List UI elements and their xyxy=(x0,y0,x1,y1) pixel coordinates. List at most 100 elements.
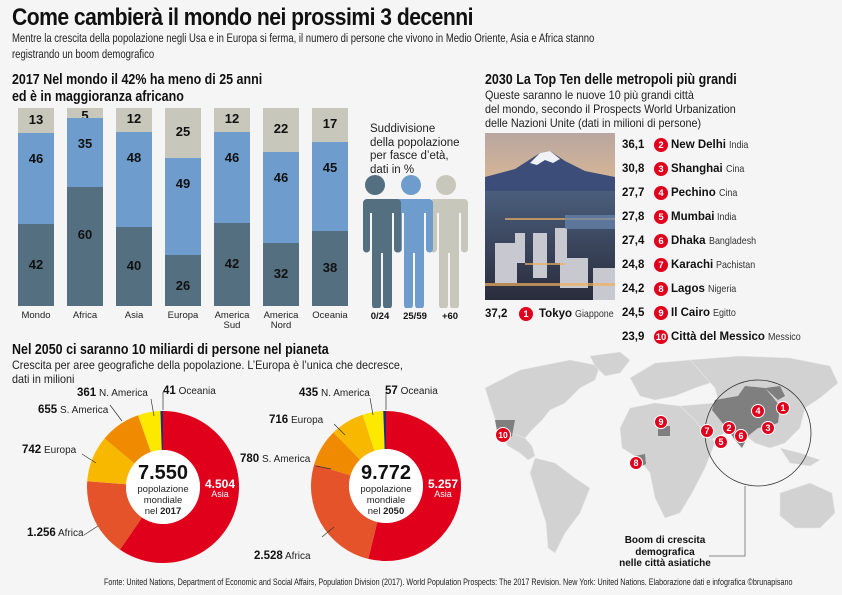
map-marker-2: 2 xyxy=(722,421,736,435)
city-name: Pechino xyxy=(671,187,716,199)
bar-asia: 12 48 40 xyxy=(116,108,152,306)
segment-mid: 46 xyxy=(18,133,54,224)
city-country: Cina xyxy=(718,187,738,199)
caption-line: demografica xyxy=(635,546,695,558)
label-2050-s-america: 780 S. America xyxy=(240,453,311,465)
bar-america-nord: 22 46 32 xyxy=(263,108,299,306)
rank-badge: 5 xyxy=(654,210,668,224)
map-marker-8: 8 xyxy=(629,456,643,470)
city-country: Egitto xyxy=(712,307,736,319)
segment-value: 45 xyxy=(322,159,338,175)
city-name: Lagos xyxy=(671,283,705,295)
rank-badge: 7 xyxy=(654,258,668,272)
segment-value: 12 xyxy=(224,110,240,126)
segment-young: 42 xyxy=(18,223,54,306)
city-country: India xyxy=(728,139,749,151)
bar-label: Oceania xyxy=(312,310,348,321)
rank-badge: 10 xyxy=(654,330,668,344)
city-value: 24,8 xyxy=(622,259,645,271)
city-country: Messico xyxy=(767,331,801,343)
population-section-title: Nel 2050 ci saranno 10 miliardi di perso… xyxy=(12,342,329,358)
segment-old: 17 xyxy=(312,108,348,142)
city-name: Karachi xyxy=(671,259,714,271)
segment-old: 25 xyxy=(165,108,201,158)
map-marker-1: 1 xyxy=(776,401,790,415)
segment-young: 32 xyxy=(263,242,299,306)
segment-value: 42 xyxy=(224,256,240,272)
map-caption: Boom di crescita demografica nelle città… xyxy=(600,535,730,570)
label-2050-n-america: 435 N. America xyxy=(299,387,370,399)
rank-badge: 2 xyxy=(654,138,668,152)
legend-line: per fasce d’età, xyxy=(370,150,449,162)
donut-2050-total: 9.772 xyxy=(360,462,412,484)
city-name: Shanghai xyxy=(671,163,723,175)
city-name: Città del Messico xyxy=(671,331,765,343)
segment-value: 60 xyxy=(77,227,93,243)
city-country: Cina xyxy=(725,163,745,175)
world-map xyxy=(484,351,839,557)
segment-old: 12 xyxy=(214,108,250,132)
segment-mid: 49 xyxy=(165,157,201,255)
city-row: 27,4 6 Dhaka Bangladesh xyxy=(622,233,764,249)
segment-value: 49 xyxy=(175,175,191,191)
city-country: Giappone xyxy=(575,308,614,320)
city-value: 37,2 xyxy=(485,308,508,320)
people-figures-icon xyxy=(361,175,468,308)
donut-2050-caption: popolazione mondiale nel 2050 xyxy=(360,484,412,517)
city-row: 24,5 9 Il Cairo Egitto xyxy=(622,305,740,321)
caption-line: Boom di crescita xyxy=(624,535,706,546)
segment-value: 35 xyxy=(77,135,93,151)
cities-section-title: 2030 La Top Ten delle metropoli più gran… xyxy=(485,72,737,88)
slice-europa xyxy=(87,438,135,485)
age-legend-text: Suddivisione della popolazione per fasce… xyxy=(370,123,460,177)
legend-label-young: 0/24 xyxy=(370,311,390,322)
desc-line: delle Nazioni Unite (dati in milioni di … xyxy=(485,116,702,130)
slice-europa xyxy=(333,414,375,460)
city-value: 27,4 xyxy=(622,235,645,247)
city-value: 30,8 xyxy=(622,163,645,175)
city-value: 36,1 xyxy=(622,139,645,151)
segment-young: 40 xyxy=(116,226,152,306)
city-row: 23,9 10 Città del Messico Messico xyxy=(622,329,806,345)
segment-old: 13 xyxy=(18,108,54,134)
rank-badge: 1 xyxy=(519,307,533,321)
city-value: 24,2 xyxy=(622,283,645,295)
bar-europa: 25 49 26 xyxy=(165,108,201,306)
population-section-desc: Crescita per aree geografiche della popo… xyxy=(12,358,403,386)
map-marker-10: 10 xyxy=(495,427,511,443)
bar-label: Europa xyxy=(167,310,199,321)
city-name: Dhaka xyxy=(671,235,706,247)
segment-young: 26 xyxy=(165,254,201,306)
population-donuts xyxy=(81,392,461,563)
segment-young: 42 xyxy=(214,222,250,306)
segment-old: 12 xyxy=(116,108,152,132)
bar-africa: 5 35 60 xyxy=(67,108,103,306)
slice-oceania xyxy=(160,411,163,451)
segment-value: 17 xyxy=(322,115,338,131)
person-young-icon xyxy=(361,175,401,308)
map-marker-7: 7 xyxy=(700,424,714,438)
leader-lines xyxy=(81,392,387,538)
bar-label: Africa xyxy=(72,310,98,321)
segment-mid: 46 xyxy=(214,131,250,223)
segment-old: 22 xyxy=(263,108,299,152)
segment-value: 46 xyxy=(224,149,240,165)
segment-value: 42 xyxy=(28,256,44,272)
legend-line: della popolazione xyxy=(370,136,460,149)
label-2017-africa: 1.256 Africa xyxy=(27,527,84,539)
slice-africa xyxy=(87,481,143,550)
label-2050-africa: 2.528 Africa xyxy=(254,550,311,562)
map-marker-9: 9 xyxy=(654,415,668,429)
segment-value: 26 xyxy=(175,278,191,294)
city-value: 24,5 xyxy=(622,307,645,319)
slice-africa xyxy=(311,464,378,559)
label-2017-europa: 742 Europa xyxy=(22,444,77,456)
bar-label: Mondo xyxy=(21,310,51,321)
map-marker-6: 6 xyxy=(734,429,748,443)
label-2050-europa: 716 Europa xyxy=(269,414,324,426)
page-title: Come cambierà il mondo nei prossimi 3 de… xyxy=(12,4,473,31)
segment-value: 38 xyxy=(322,260,338,276)
segment-value: 5 xyxy=(81,108,89,123)
label-2017-s-america: 655 S. America xyxy=(38,404,109,416)
map-marker-3: 3 xyxy=(761,421,775,435)
